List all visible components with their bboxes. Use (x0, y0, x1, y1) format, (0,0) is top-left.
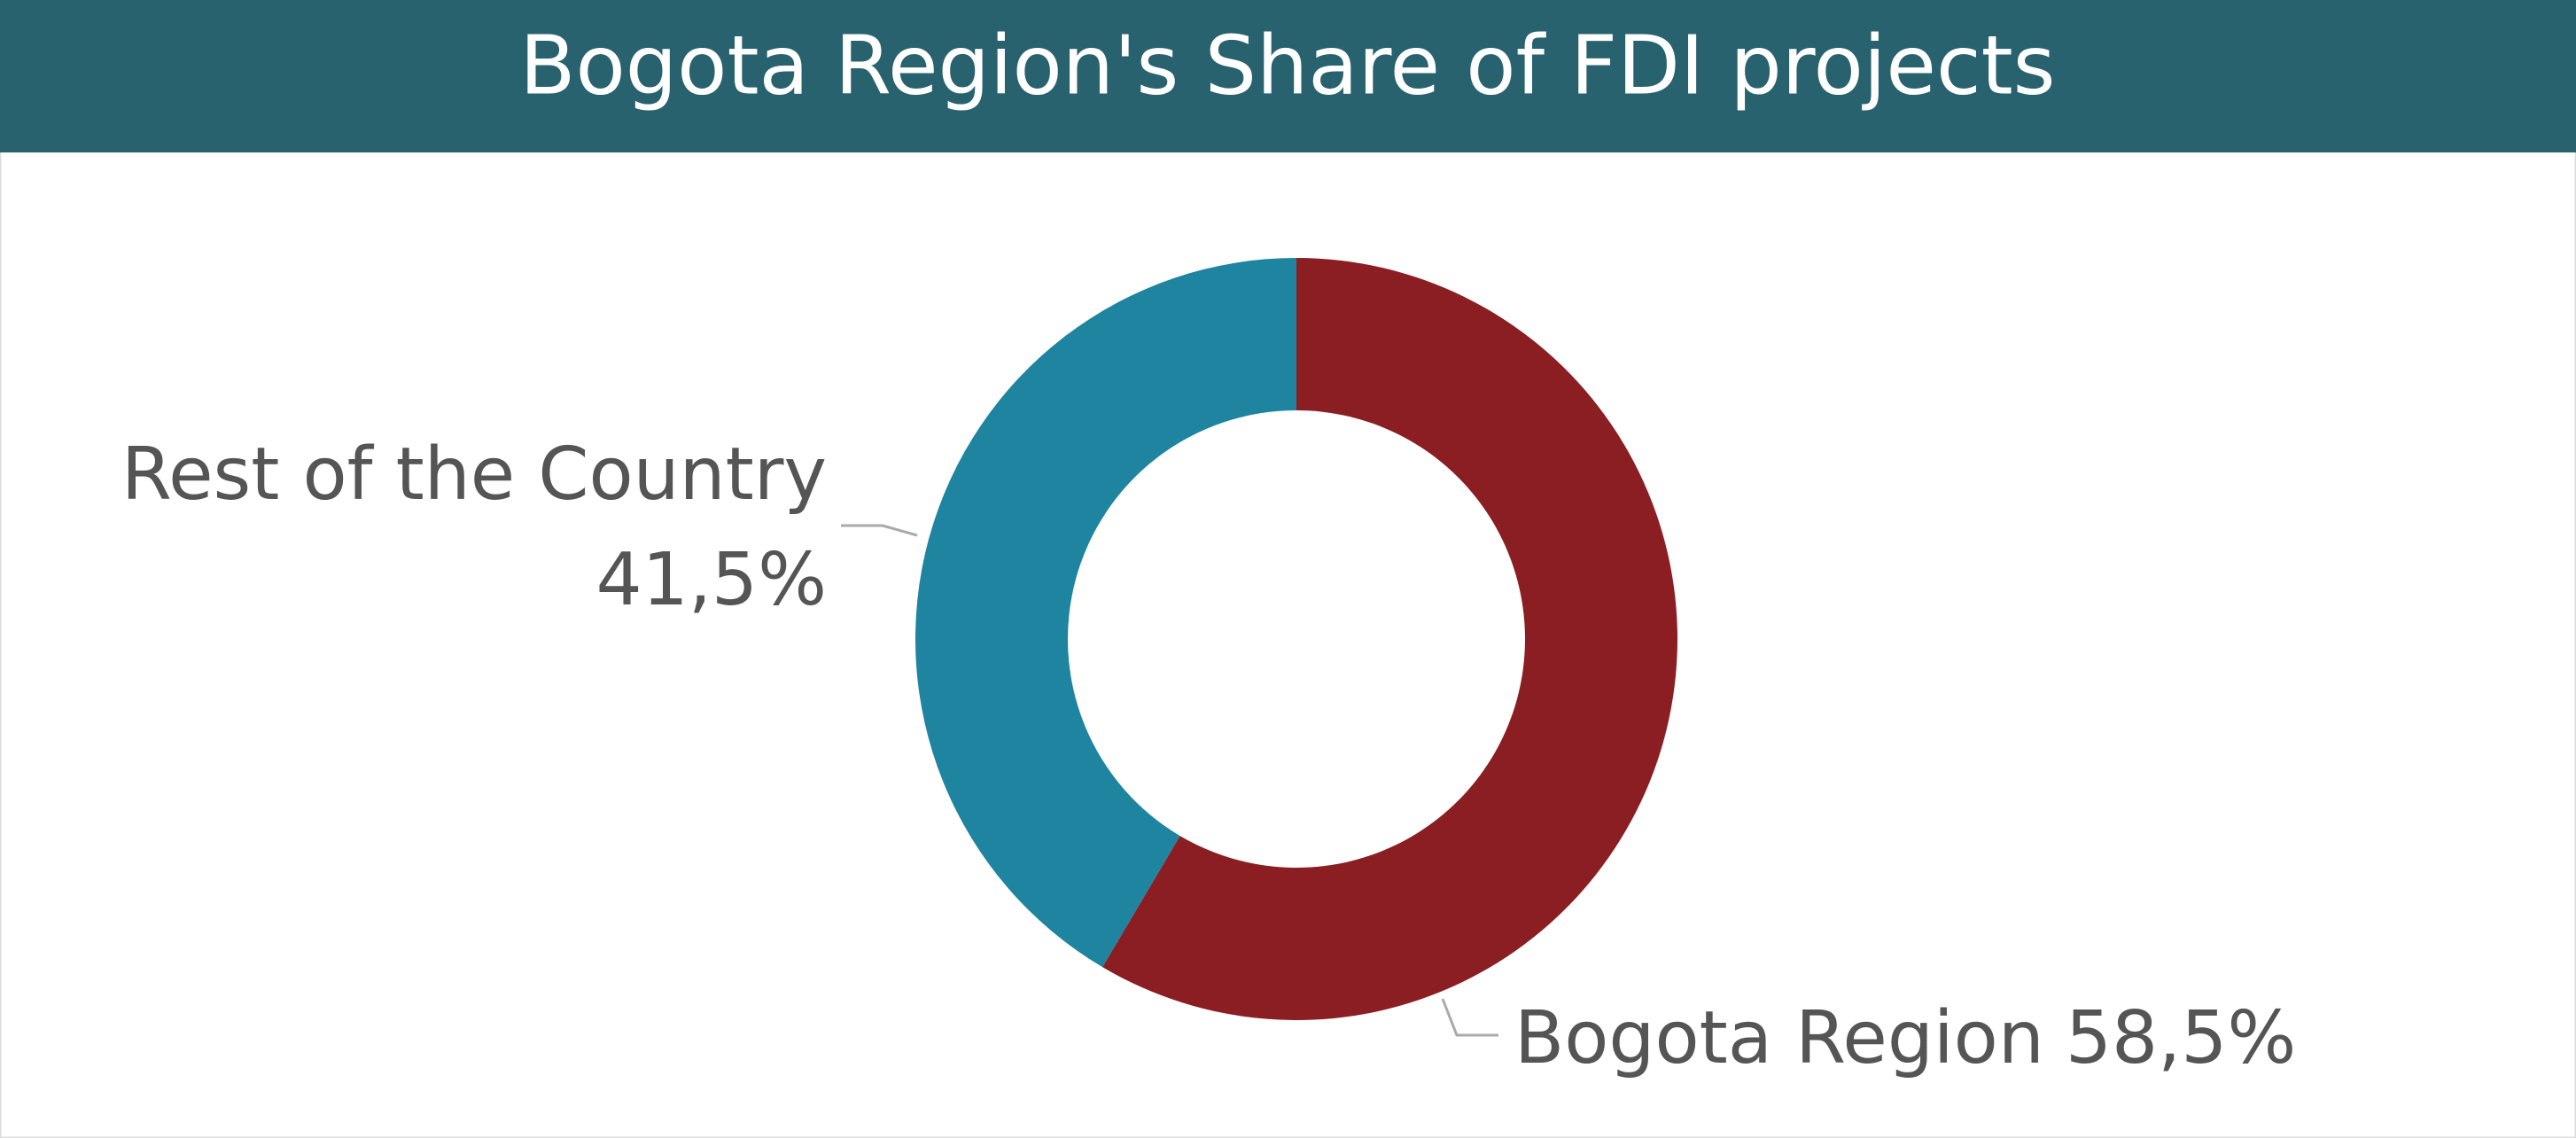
header (0, 0, 2576, 152)
value-label: 58,5% (2066, 996, 2297, 1080)
category-label: Bogota Region (1514, 996, 2044, 1080)
leader-line (1441, 998, 1498, 1037)
slice-label: 41,5% (596, 538, 828, 622)
slice-label: Bogota Region 58,5% (1514, 996, 2296, 1080)
value-label: 41,5% (596, 538, 828, 622)
leader-line (841, 524, 918, 537)
category-label: Rest of the Country (121, 433, 827, 517)
donut-slice (1102, 258, 1678, 1020)
chart-title: Bogota Region's Share of FDI projects (519, 18, 2055, 113)
donut-slice (915, 258, 1296, 968)
slice-label: Rest of the Country (121, 433, 827, 517)
